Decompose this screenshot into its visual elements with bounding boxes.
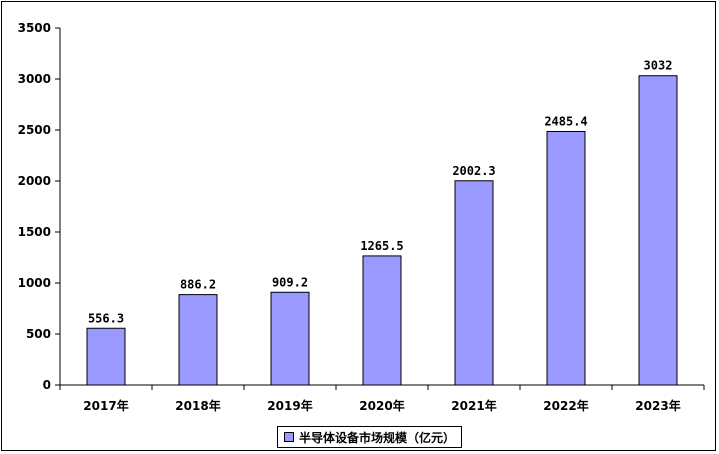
x-tick-label: 2021年 [451, 398, 496, 413]
legend: 半导体设备市场规模（亿元） [277, 426, 463, 448]
bar-value-label: 3032 [644, 59, 673, 73]
y-tick-label: 2500 [18, 123, 51, 137]
bar [86, 327, 126, 386]
x-tick-label: 2017年 [83, 398, 128, 413]
x-tick-label: 2022年 [543, 398, 588, 413]
y-tick-label: 1500 [18, 225, 51, 239]
bar-value-label: 2485.4 [544, 114, 587, 128]
x-tick-label: 2023年 [635, 398, 680, 413]
axes: 0 500 1000 1500 2000 2500 3000 3500 2017年 2018年 20… [18, 21, 705, 413]
y-tick-label: 2000 [18, 174, 51, 188]
bar [270, 291, 310, 386]
bars [86, 75, 678, 386]
y-tick-label: 1000 [18, 276, 51, 290]
legend-label: 半导体设备市场规模（亿元） [299, 430, 456, 445]
bar-value-label: 1265.5 [360, 239, 403, 253]
bar [546, 130, 586, 386]
bar [362, 255, 402, 386]
bar-value-label: 556.3 [88, 311, 124, 325]
legend-swatch [284, 432, 294, 442]
bar [178, 294, 218, 386]
bar-value-label: 2002.3 [452, 164, 495, 178]
x-tick-label: 2018年 [175, 398, 220, 413]
bar-value-label: 909.2 [272, 275, 308, 289]
x-tick-label: 2019年 [267, 398, 312, 413]
bar-value-label: 886.2 [180, 278, 216, 292]
y-tick-label: 500 [26, 327, 51, 341]
data-labels: 556.3 886.2 909.2 1265.5 2002.3 2485.4 3032 [88, 59, 673, 326]
bar-chart: 0 500 1000 1500 2000 2500 3000 3500 2017年 2018年 20… [18, 21, 705, 413]
y-tick-label: 3500 [18, 21, 51, 35]
bar [454, 180, 494, 386]
x-tick-label: 2020年 [359, 398, 404, 413]
bar [638, 75, 678, 386]
y-tick-label: 3000 [18, 72, 51, 86]
y-tick-label: 0 [43, 378, 51, 392]
